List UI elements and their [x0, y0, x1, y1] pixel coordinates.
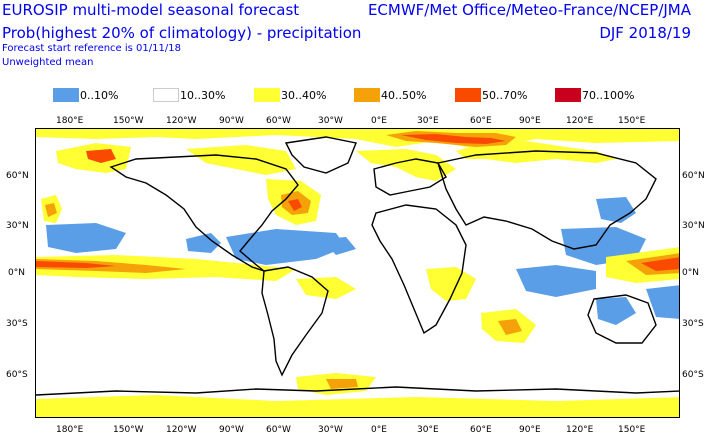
- bottom-tick-60E: 60°E: [470, 425, 492, 435]
- pacific-nw-orange: [45, 203, 57, 217]
- legend-swatch: [153, 88, 179, 102]
- map-canvas: [36, 129, 679, 417]
- legend-item-10-30: 10..30%: [153, 87, 225, 103]
- top-tick-90W: 90°W: [219, 116, 244, 126]
- top-tick-30W: 30°W: [318, 116, 343, 126]
- alaska-orange: [86, 149, 116, 163]
- europe-yellow: [356, 149, 456, 181]
- right-tick-30S: 30°S: [682, 319, 704, 329]
- weighting-note: Unweighted mean: [2, 57, 94, 68]
- greenland-outline: [284, 136, 357, 174]
- right-tick-30N: 30°N: [682, 221, 705, 231]
- top-tick-60E: 60°E: [470, 116, 492, 126]
- forecast-map: [35, 128, 680, 418]
- west-pacific-red: [641, 257, 679, 271]
- africa-east-yellow: [426, 267, 476, 301]
- legend-label: 10..30%: [180, 88, 226, 102]
- legend-item-30-40: 30..40%: [254, 87, 326, 103]
- bottom-tick-30E: 30°E: [417, 425, 439, 435]
- coastlines: [36, 136, 679, 396]
- bottom-tick-120E: 120°E: [566, 425, 594, 435]
- australia-blue: [596, 297, 636, 325]
- siberia-band: [456, 141, 616, 163]
- tropical-atlantic-blue: [321, 237, 356, 255]
- left-tick-30S: 30°S: [6, 319, 28, 329]
- bottom-tick-90E: 90°E: [519, 425, 541, 435]
- top-tick-90E: 90°E: [519, 116, 541, 126]
- legend-swatch: [53, 88, 79, 102]
- top-tick-150E: 150°E: [618, 116, 646, 126]
- legend: 0..10% 10..30% 30..40% 40..50% 50..70% 7…: [0, 87, 707, 105]
- left-tick-0N: 0°N: [8, 268, 25, 278]
- right-tick-60N: 60°N: [682, 171, 705, 181]
- right-tick-0N: 0°N: [682, 268, 699, 278]
- southern-ocean-orange: [326, 379, 358, 389]
- legend-label: 0..10%: [80, 88, 119, 102]
- bottom-tick-90W: 90°W: [219, 425, 244, 435]
- indian-ocean-blue: [516, 265, 596, 297]
- north-america-outline: [109, 154, 299, 272]
- title-main: EUROSIP multi-model seasonal forecast: [2, 1, 300, 19]
- top-tick-180E: 180°E: [56, 116, 84, 126]
- legend-item-40-50: 40..50%: [354, 87, 426, 103]
- east-asia-blue: [596, 197, 636, 223]
- equatorial-pacific-red: [36, 261, 116, 268]
- legend-label: 50..70%: [482, 88, 528, 102]
- legend-swatch: [455, 88, 481, 102]
- left-tick-30N: 30°N: [6, 221, 29, 231]
- antarctica-outline: [36, 386, 679, 396]
- atlantic-red: [288, 199, 302, 211]
- legend-item-0-10: 0..10%: [53, 87, 118, 103]
- africa-outline: [371, 204, 467, 335]
- australia-outline: [587, 294, 657, 344]
- left-tick-60N: 60°N: [6, 171, 29, 181]
- south-indian-orange: [498, 319, 522, 335]
- bottom-tick-180E: 180°E: [56, 425, 84, 435]
- top-tick-120E: 120°E: [566, 116, 594, 126]
- europe-outline: [373, 158, 447, 196]
- south-america-outline: [261, 266, 329, 377]
- bottom-tick-60W: 60°W: [266, 425, 291, 435]
- centres-label: ECMWF/Met Office/Meteo-France/NCEP/JMA: [367, 1, 691, 19]
- pacific-blue-2: [186, 233, 221, 253]
- left-tick-60S: 60°S: [6, 370, 28, 380]
- forecast-start: Forecast start reference is 01/11/18: [2, 43, 181, 54]
- bottom-tick-120W: 120°W: [166, 425, 197, 435]
- shading-layer: [36, 129, 679, 417]
- asia-outline: [437, 150, 657, 250]
- legend-label: 40..50%: [381, 88, 427, 102]
- top-tick-30E: 30°E: [417, 116, 439, 126]
- top-tick-150W: 150°W: [113, 116, 144, 126]
- legend-label: 70..100%: [582, 88, 635, 102]
- canada-yellow: [186, 145, 296, 175]
- top-tick-60W: 60°W: [266, 116, 291, 126]
- top-tick-0E: 0°E: [371, 116, 387, 126]
- south-america-yellow: [296, 277, 356, 299]
- top-tick-120W: 120°W: [166, 116, 197, 126]
- bottom-tick-30W: 30°W: [318, 425, 343, 435]
- bottom-tick-150E: 150°E: [618, 425, 646, 435]
- arctic-band: [36, 129, 679, 149]
- legend-label: 30..40%: [281, 88, 327, 102]
- legend-swatch: [354, 88, 380, 102]
- south-pacific-blue: [646, 285, 679, 319]
- legend-item-50-70: 50..70%: [455, 87, 527, 103]
- russia-red: [401, 134, 506, 144]
- legend-item-70-100: 70..100%: [555, 87, 634, 103]
- bottom-tick-150W: 150°W: [113, 425, 144, 435]
- legend-swatch: [555, 88, 581, 102]
- caribbean-blue: [226, 229, 346, 265]
- title-variable: Prob(highest 20% of climatology) - preci…: [2, 24, 362, 42]
- bottom-tick-0E: 0°E: [371, 425, 387, 435]
- antarctic-yellow: [36, 395, 679, 417]
- pacific-blue: [46, 223, 126, 253]
- season-label: DJF 2018/19: [599, 24, 691, 42]
- legend-swatch: [254, 88, 280, 102]
- right-tick-60S: 60°S: [682, 370, 704, 380]
